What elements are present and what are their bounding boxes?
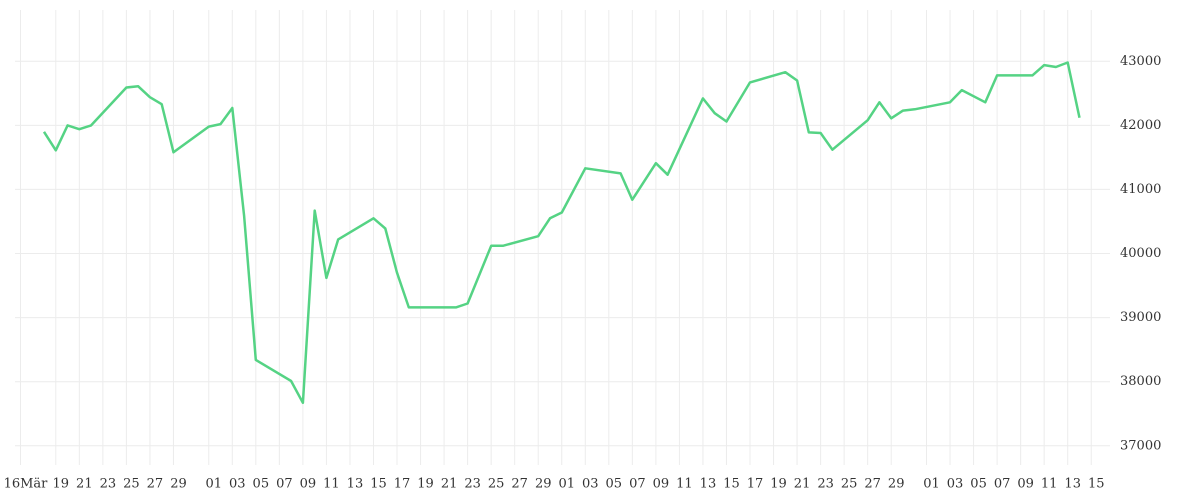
x-tick-label: 09: [1017, 477, 1034, 492]
x-tick-label: 11: [323, 477, 340, 492]
x-tick-label: 16Mär: [4, 477, 49, 492]
x-tick-label: 15: [723, 477, 740, 492]
y-tick-label: 42000: [1120, 118, 1161, 133]
x-tick-label: 29: [170, 477, 187, 492]
x-tick-label: 25: [123, 477, 140, 492]
y-tick-label: 40000: [1120, 246, 1161, 261]
x-tick-label: 03: [229, 477, 246, 492]
y-tick-label: 41000: [1120, 182, 1161, 197]
x-tick-label: 09: [653, 477, 670, 492]
x-tick-label: 19: [53, 477, 70, 492]
x-tick-label: 23: [817, 477, 834, 492]
x-tick-label: 19: [770, 477, 787, 492]
x-tick-label: 25: [488, 477, 505, 492]
x-tick-label: 19: [417, 477, 434, 492]
x-tick-label: 05: [253, 477, 270, 492]
x-tick-label: 27: [511, 477, 528, 492]
x-tick-label: 27: [147, 477, 164, 492]
x-tick-label: 21: [76, 477, 93, 492]
x-tick-label: 03: [947, 477, 964, 492]
x-tick-label: 01: [205, 477, 222, 492]
x-tick-label: 05: [970, 477, 987, 492]
x-tick-label: 11: [676, 477, 693, 492]
y-tick-label: 38000: [1120, 374, 1161, 389]
x-tick-label: 07: [276, 477, 293, 492]
price-line: [42, 61, 1081, 405]
x-tick-label: 07: [994, 477, 1011, 492]
x-tick-label: 01: [923, 477, 940, 492]
x-tick-label: 17: [394, 477, 411, 492]
x-tick-label: 17: [747, 477, 764, 492]
x-tick-label: 27: [864, 477, 881, 492]
x-tick-label: 03: [582, 477, 599, 492]
x-tick-label: 05: [606, 477, 623, 492]
x-tick-label: 29: [535, 477, 552, 492]
x-tick-label: 13: [347, 477, 364, 492]
x-tick-label: 09: [300, 477, 317, 492]
x-tick-label: 23: [464, 477, 481, 492]
x-tick-label: 29: [888, 477, 905, 492]
y-tick-label: 37000: [1120, 438, 1161, 453]
x-tick-label: 07: [629, 477, 646, 492]
y-tick-label: 43000: [1120, 54, 1161, 69]
x-tick-label: 15: [1088, 477, 1105, 492]
x-tick-label: 11: [1041, 477, 1058, 492]
x-tick-label: 15: [370, 477, 387, 492]
x-tick-label: 13: [700, 477, 717, 492]
x-tick-label: 23: [100, 477, 117, 492]
x-tick-label: 21: [794, 477, 811, 492]
x-tick-label: 25: [841, 477, 858, 492]
x-tick-label: 13: [1064, 477, 1081, 492]
x-tick-label: 21: [441, 477, 458, 492]
x-tick-label: 01: [558, 477, 575, 492]
y-tick-label: 39000: [1120, 310, 1161, 325]
